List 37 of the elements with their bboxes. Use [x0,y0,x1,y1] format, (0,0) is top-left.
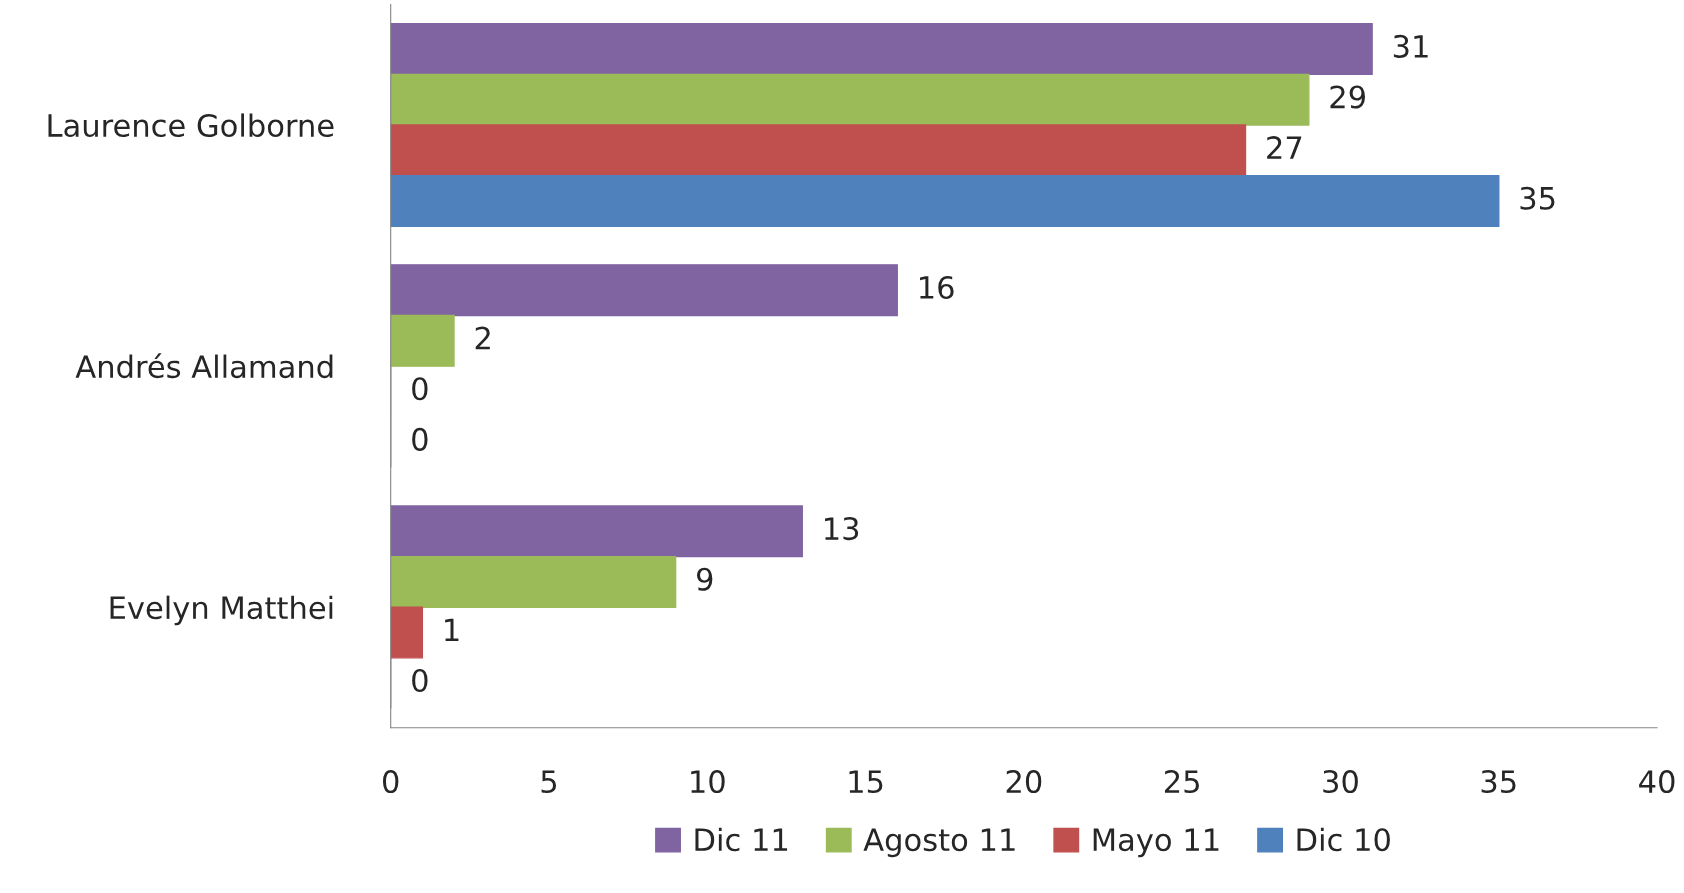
y-tick-label: Laurence Golborne [48,113,334,138]
data-label: 0 [412,377,428,401]
data-label: 29 [1330,85,1365,109]
bar [390,23,1373,76]
data-label: 0 [412,668,428,693]
data-label: 9 [696,567,713,591]
legend-label: Mayo 11 [1093,828,1219,858]
legend-label: Agosto 11 [863,828,1015,858]
data-label: 35 [1520,186,1555,210]
bar [390,73,1310,126]
bar [390,264,898,317]
x-tick-label: 20 [1006,770,1042,794]
x-tick-label: 5 [541,770,557,794]
bar [390,314,455,367]
y-tick-label: Andrés Allamand [75,353,333,379]
data-label: 13 [825,517,859,541]
x-tick-label: 10 [691,770,725,794]
x-tick-label: 15 [849,770,883,794]
x-tick-label: 35 [1481,770,1516,794]
bar [390,606,424,659]
data-label: 31 [1393,34,1428,58]
legend-label: Dic 10 [1297,827,1390,852]
x-tick-label: 30 [1323,770,1358,794]
data-label: 2 [475,326,490,350]
data-label: 27 [1267,136,1302,159]
x-tick-label: 25 [1164,770,1199,794]
x-tick-label: 40 [1639,770,1675,794]
x-tick-label: 0 [382,770,399,794]
data-label: 1 [445,618,459,641]
bar [390,124,1247,177]
bar [390,555,677,608]
data-label: 16 [920,275,954,300]
bar [390,505,803,558]
data-label: 0 [412,427,428,451]
y-tick-label: Evelyn Matthei [110,595,333,626]
legend-label: Dic 11 [695,827,788,852]
bar [390,174,1500,227]
